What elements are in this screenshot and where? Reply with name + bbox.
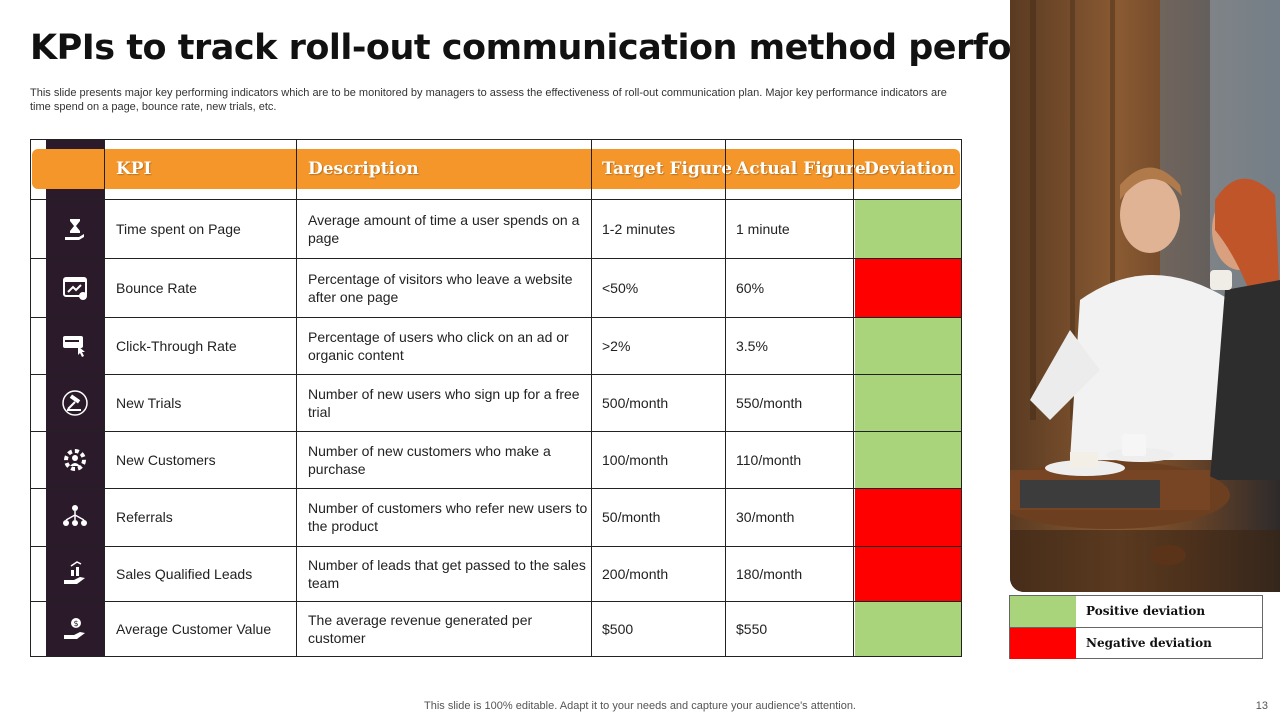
legend-negative-swatch <box>1010 628 1076 659</box>
column-divider <box>961 139 962 657</box>
gavel-icon <box>46 374 104 431</box>
actual-figure-cell: 110/month <box>736 451 802 468</box>
target-figure-cell: 50/month <box>602 509 661 525</box>
kpi-name-cell: Average Customer Value <box>116 621 272 637</box>
deviation-swatch-positive <box>855 375 961 431</box>
deviation-swatch-negative <box>855 259 961 317</box>
kpi-name-cell: Referrals <box>116 509 173 525</box>
legend-divider <box>1010 627 1262 628</box>
target-figure-cell: 100/month <box>602 451 669 468</box>
row-divider <box>30 199 962 200</box>
description-cell: The average revenue generated per custom… <box>308 612 533 646</box>
gear-users-icon <box>46 431 104 488</box>
header-actual: Actual Figure <box>736 159 866 179</box>
column-divider <box>591 139 592 657</box>
target-figure-cell: 200/month <box>602 565 669 582</box>
slide-title: KPIs to track roll-out communication met… <box>30 28 1155 68</box>
slide-subtitle: This slide presents major key performing… <box>30 87 947 113</box>
target-figure-cell: >2% <box>602 337 631 354</box>
column-divider <box>725 139 726 657</box>
header-kpi: KPI <box>116 159 152 179</box>
legend-positive-label: Positive deviation <box>1086 604 1206 618</box>
actual-figure-cell: 550/month <box>736 394 803 411</box>
network-users-icon <box>46 488 104 546</box>
row-divider <box>30 139 962 140</box>
meeting-photo <box>1010 0 1280 592</box>
description-cell: Number of leads that get passed to the s… <box>308 556 586 591</box>
legend-negative-label: Negative deviation <box>1086 636 1212 650</box>
row-divider <box>30 374 962 375</box>
row-divider <box>30 546 962 547</box>
click-card-icon <box>46 317 104 374</box>
hand-dollar-icon: $ <box>46 601 104 657</box>
slide-footer: This slide is 100% editable. Adapt it to… <box>424 700 856 712</box>
row-divider <box>30 656 962 657</box>
kpi-name-cell: Time spent on Page <box>116 220 241 237</box>
hourglass-hand-icon <box>46 199 104 258</box>
legend-positive-swatch <box>1010 596 1076 627</box>
deviation-swatch-positive <box>855 602 961 657</box>
target-figure-cell: <50% <box>602 279 639 296</box>
description-cell: Number of new users who sign up for a fr… <box>308 385 580 420</box>
description-cell: Number of new customers who make a purch… <box>308 442 551 477</box>
description-cell: Percentage of visitors who leave a websi… <box>308 270 573 305</box>
kpi-name-cell: Click-Through Rate <box>116 337 237 354</box>
row-divider <box>30 317 962 318</box>
target-figure-cell: $500 <box>602 621 634 637</box>
deviation-swatch-positive <box>855 200 961 258</box>
header-description: Description <box>308 159 419 179</box>
actual-figure-cell: 3.5% <box>736 337 768 354</box>
deviation-swatch-positive <box>855 432 961 488</box>
header-target: Target Figure <box>602 159 733 179</box>
row-divider <box>30 431 962 432</box>
target-figure-cell: 500/month <box>602 394 669 411</box>
svg-text:$: $ <box>73 619 78 628</box>
actual-figure-cell: 30/month <box>736 509 795 525</box>
column-divider <box>30 139 31 657</box>
actual-figure-cell: 1 minute <box>736 220 790 237</box>
actual-figure-cell: 60% <box>736 279 765 296</box>
page-number: 13 <box>1255 700 1268 712</box>
actual-figure-cell: 180/month <box>736 565 803 582</box>
hand-growth-icon <box>46 546 104 601</box>
deviation-swatch-positive <box>855 318 961 374</box>
description-cell: Number of customers who refer new users … <box>308 500 588 534</box>
actual-figure-cell: $550 <box>736 621 768 637</box>
column-divider <box>296 139 297 657</box>
header-deviation: Deviation <box>864 159 955 179</box>
row-divider <box>30 258 962 259</box>
column-divider <box>104 139 105 657</box>
description-cell: Average amount of time a user spends on … <box>308 211 580 246</box>
deviation-swatch-negative <box>855 489 961 546</box>
kpi-name-cell: New Customers <box>116 451 216 468</box>
kpi-table: KPI Description Target Figure Actual Fig… <box>30 139 962 657</box>
kpi-name-cell: New Trials <box>116 394 182 411</box>
row-divider <box>30 601 962 602</box>
column-divider <box>853 139 854 657</box>
browser-chart-icon <box>46 258 104 317</box>
kpi-name-cell: Bounce Rate <box>116 279 197 296</box>
deviation-swatch-negative <box>855 547 961 601</box>
meeting-photo-illustration <box>1010 0 1280 592</box>
deviation-legend: Positive deviation Negative deviation <box>1009 595 1263 659</box>
table-header <box>32 149 960 189</box>
kpi-name-cell: Sales Qualified Leads <box>116 565 253 582</box>
row-divider <box>30 488 962 489</box>
target-figure-cell: 1-2 minutes <box>602 220 676 237</box>
description-cell: Percentage of users who click on an ad o… <box>308 328 569 363</box>
